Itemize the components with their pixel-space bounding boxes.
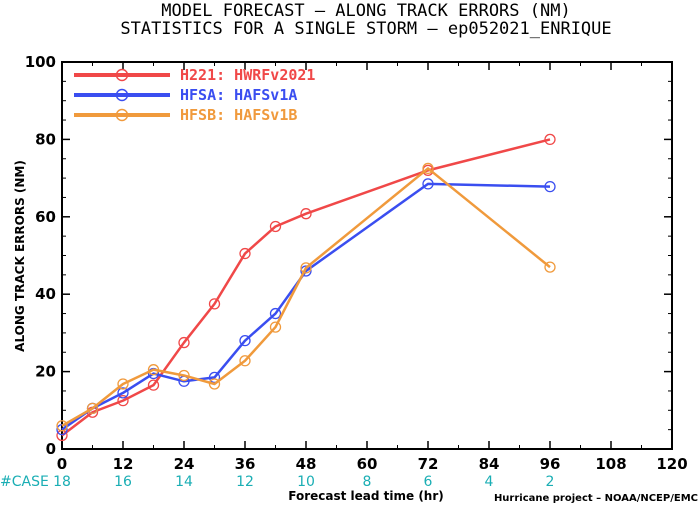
data-point: [86, 402, 99, 415]
data-point: [269, 307, 282, 320]
case-row-label: #CASE: [0, 474, 49, 490]
plot-frame: [61, 61, 673, 450]
case-count-row: #CASE 18 16 14 12 10 8 6 4 2: [0, 474, 554, 490]
case-count: 4: [485, 474, 494, 490]
legend-label: HFSA: HAFSv1A: [180, 86, 297, 104]
data-point: [178, 336, 190, 349]
case-count: 16: [114, 474, 132, 490]
case-count: 2: [546, 474, 555, 490]
data-point: [239, 334, 251, 347]
legend: H221: HWRFv2021 HFSA: HAFSv1A HFSB: HAFSv1…: [74, 66, 315, 124]
data-point: [208, 378, 221, 390]
x-tick-label: 48: [296, 455, 317, 473]
chart-title: MODEL FORECAST – ALONG TRACK ERRORS (NM): [161, 1, 570, 21]
data-point: [544, 180, 556, 193]
chart-subtitle: STATISTICS FOR A SINGLE STORM – ep052021…: [120, 19, 611, 39]
y-axis-ticks: 0 20 40 60 80 100: [25, 53, 672, 458]
y-tick-label: 0: [46, 440, 56, 458]
series-line-3: [61, 167, 551, 427]
series-layer: [56, 133, 556, 442]
legend-marker: [115, 108, 129, 122]
x-tick-label: 0: [57, 455, 67, 473]
case-count: 14: [175, 474, 193, 490]
data-point: [300, 208, 312, 220]
x-tick-label: 84: [479, 455, 500, 473]
y-tick-label: 100: [25, 53, 56, 71]
data-point: [422, 178, 434, 190]
case-count: 6: [424, 474, 433, 490]
x-tick-label: 12: [113, 455, 134, 473]
data-point: [117, 394, 129, 407]
data-point: [178, 369, 190, 382]
data-point: [147, 379, 160, 391]
y-tick-label: 60: [35, 208, 56, 226]
case-count: 12: [236, 474, 254, 490]
data-point: [300, 265, 312, 277]
legend-label: H221: HWRFv2021: [180, 66, 315, 84]
legend-label: HFSB: HAFSv1B: [180, 106, 297, 124]
data-point: [544, 261, 556, 273]
x-tick-label: 108: [595, 455, 626, 473]
y-tick-label: 80: [35, 130, 56, 148]
case-count: 8: [363, 474, 372, 490]
series-line-1: [61, 138, 551, 437]
legend-marker: [115, 68, 129, 82]
data-point: [269, 220, 282, 233]
x-tick-label: 24: [174, 455, 195, 473]
y-tick-label: 40: [35, 285, 56, 303]
x-tick-label: 96: [540, 455, 561, 473]
data-point: [300, 262, 312, 274]
x-tick-label: 36: [235, 455, 256, 473]
data-point: [147, 364, 160, 376]
x-tick-label: 60: [357, 455, 378, 473]
data-point: [422, 162, 434, 175]
data-point: [56, 420, 68, 432]
data-point: [239, 355, 251, 367]
x-axis-ticks: 0 12 24 36 48 60 72 84 96 108 120: [57, 62, 688, 473]
data-point: [269, 321, 282, 333]
data-point: [117, 378, 129, 390]
x-axis-label: Forecast lead time (hr): [288, 489, 444, 503]
series-line-2: [61, 182, 551, 431]
case-count: 18: [53, 474, 71, 490]
x-tick-label: 120: [656, 455, 687, 473]
x-tick-label: 72: [418, 455, 439, 473]
data-point: [117, 387, 129, 399]
data-point: [208, 298, 221, 310]
y-tick-label: 20: [35, 363, 56, 381]
credit-text: Hurricane project – NOAA/NCEP/EMC: [494, 493, 698, 504]
y-axis-label: ALONG TRACK ERRORS (NM): [13, 160, 27, 352]
data-point: [544, 133, 556, 146]
data-point: [239, 247, 251, 260]
case-count: 10: [297, 474, 315, 490]
legend-marker: [115, 88, 129, 102]
data-point: [208, 371, 221, 384]
